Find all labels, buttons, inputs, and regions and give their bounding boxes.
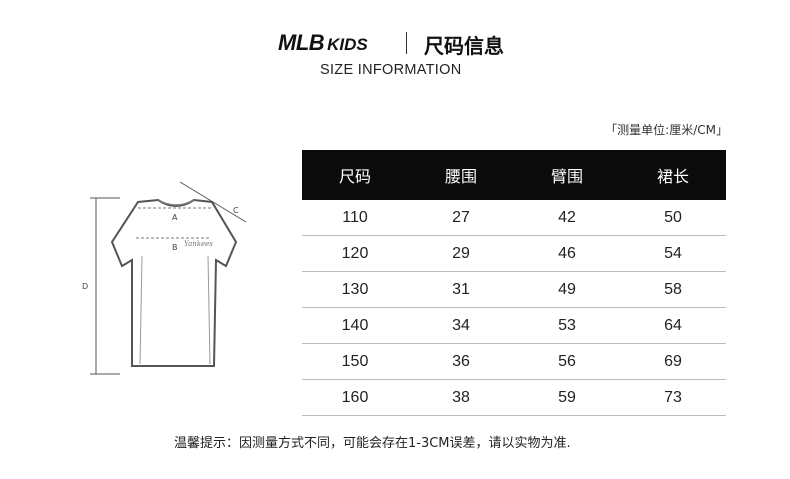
table-row: 150 36 56 69 [302, 343, 726, 380]
header-waist: 腰围 [408, 150, 514, 200]
table-header-row: 尺码 腰围 臂围 裙长 [302, 150, 726, 200]
brand-main: MLB [278, 30, 325, 55]
cell-arm: 49 [514, 271, 620, 308]
cell-length: 58 [620, 271, 726, 308]
cell-length: 69 [620, 343, 726, 380]
cell-waist: 27 [408, 200, 514, 236]
size-table: 尺码 腰围 臂围 裙长 110 27 42 50 120 29 46 54 13… [302, 150, 726, 416]
cell-waist: 34 [408, 307, 514, 344]
header-arm: 臂围 [514, 150, 620, 200]
cell-waist: 31 [408, 271, 514, 308]
brand-sub: KIDS [327, 35, 368, 54]
diagram-label-a: A [172, 213, 178, 222]
page-subtitle: SIZE INFORMATION [320, 62, 462, 78]
cell-arm: 59 [514, 379, 620, 416]
cell-length: 50 [620, 200, 726, 236]
header-size: 尺码 [302, 150, 408, 200]
cell-arm: 53 [514, 307, 620, 344]
table-row: 140 34 53 64 [302, 307, 726, 344]
header-divider [406, 32, 407, 54]
cell-size: 110 [302, 200, 408, 236]
table-row: 130 31 49 58 [302, 271, 726, 308]
diagram-label-b: B [172, 243, 178, 252]
unit-label: 「测量单位:厘米/CM」 [605, 123, 728, 137]
cell-size: 120 [302, 235, 408, 272]
brand-logo: MLB KIDS [278, 30, 368, 56]
diagram-print: Yankees [184, 240, 213, 248]
cell-length: 54 [620, 235, 726, 272]
cell-arm: 46 [514, 235, 620, 272]
cell-waist: 36 [408, 343, 514, 380]
cell-arm: 56 [514, 343, 620, 380]
cell-waist: 38 [408, 379, 514, 416]
header-length: 裙长 [620, 150, 726, 200]
table-row: 160 38 59 73 [302, 379, 726, 416]
cell-size: 150 [302, 343, 408, 380]
cell-length: 64 [620, 307, 726, 344]
footer-note: 温馨提示：因测量方式不同，可能会存在1-3CM误差，请以实物为准. [174, 436, 571, 451]
header: MLB KIDS 尺码信息 [0, 28, 790, 58]
page-title: 尺码信息 [424, 34, 504, 58]
cell-length: 73 [620, 379, 726, 416]
table-row: 110 27 42 50 [302, 200, 726, 236]
dress-outline-icon: Yankees A B C D [82, 181, 247, 375]
diagram-label-c: C [233, 206, 239, 215]
cell-size: 130 [302, 271, 408, 308]
cell-arm: 42 [514, 200, 620, 236]
dress-diagram: Yankees A B C D [76, 176, 276, 386]
cell-size: 140 [302, 307, 408, 344]
cell-waist: 29 [408, 235, 514, 272]
table-row: 120 29 46 54 [302, 235, 726, 272]
cell-size: 160 [302, 379, 408, 416]
diagram-label-d: D [82, 282, 88, 291]
